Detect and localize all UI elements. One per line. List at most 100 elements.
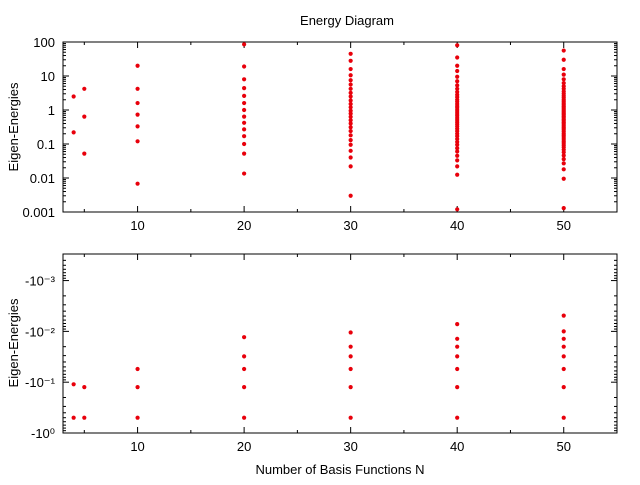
- top-chart-data-point: [242, 86, 247, 91]
- top-chart-data-point: [82, 114, 87, 119]
- top-chart-data-point: [455, 79, 460, 84]
- top-chart-data-point: [348, 148, 353, 153]
- bottom-chart-data-point: [561, 313, 566, 318]
- top-chart-x-tick-label: 10: [130, 218, 144, 233]
- top-chart-data-point: [348, 118, 353, 123]
- top-chart-data-point: [348, 98, 353, 103]
- top-chart-data-point: [455, 68, 460, 74]
- top-chart-data-point: [348, 155, 353, 160]
- bottom-chart-points: [71, 313, 566, 420]
- top-chart-data-point: [561, 48, 566, 53]
- bottom-chart-data-point: [242, 354, 247, 359]
- bottom-chart-data-point: [455, 344, 460, 349]
- top-chart-data-point: [561, 153, 566, 158]
- top-chart-data-point: [135, 124, 140, 129]
- top-chart-data-point: [135, 139, 140, 144]
- top-chart-data-point: [348, 108, 353, 113]
- top-chart-data-point: [561, 66, 566, 72]
- top-chart-y-tick-label: 0.001: [22, 205, 55, 220]
- top-chart-data-point: [135, 86, 140, 91]
- top-chart-data-point: [348, 66, 353, 72]
- bottom-chart-y-tick-label: -10⁰: [31, 426, 55, 441]
- top-chart-y-tick-label: 0.01: [30, 171, 55, 186]
- top-chart-data-point: [242, 100, 247, 106]
- top-chart-data-point: [455, 86, 460, 91]
- bottom-chart-data-point: [242, 415, 247, 420]
- top-chart-data-point: [348, 58, 353, 63]
- bottom-chart-x-tick-label: 10: [130, 439, 144, 454]
- bottom-chart-data-point: [455, 415, 460, 420]
- top-chart-data-point: [348, 164, 353, 169]
- bottom-chart-xlabel: Number of Basis Functions N: [255, 462, 424, 477]
- top-chart-data-point: [561, 80, 566, 86]
- top-chart-data-point: [348, 111, 353, 116]
- top-chart-title: Energy Diagram: [300, 13, 394, 28]
- bottom-chart-x-tick-label: 30: [343, 439, 357, 454]
- top-chart-plot-frame: [62, 41, 618, 213]
- top-chart-data-point: [455, 207, 460, 212]
- top-chart-data-point: [348, 138, 353, 143]
- bottom-chart-data-point: [455, 366, 460, 372]
- bottom-chart-data-point: [455, 354, 460, 359]
- bottom-chart-data-point: [135, 366, 140, 372]
- top-chart-data-point: [455, 55, 460, 60]
- bottom-chart-data-point: [242, 335, 247, 340]
- top-chart-data-point: [561, 161, 566, 166]
- top-chart-data-point: [242, 114, 247, 119]
- bottom-chart-y-tick-label: -10⁻²: [25, 324, 56, 339]
- top-chart-data-point: [348, 128, 353, 134]
- top-chart-data-point: [455, 43, 460, 48]
- top-chart-data-point: [242, 151, 247, 156]
- top-chart-data-point: [455, 153, 460, 158]
- bottom-chart-data-point: [348, 344, 353, 349]
- bottom-chart-data-point: [561, 344, 566, 349]
- top-chart-data-point: [242, 107, 247, 113]
- top-chart-data-point: [455, 146, 460, 151]
- bottom-chart-data-point: [561, 336, 566, 341]
- top-chart-data-point: [348, 73, 353, 78]
- bottom-chart-x-tick-label: 20: [237, 439, 251, 454]
- top-chart-data-point: [348, 142, 353, 147]
- top-chart-data-point: [348, 86, 353, 91]
- top-chart-x-tick-label: 50: [556, 218, 570, 233]
- top-chart-data-point: [348, 78, 353, 83]
- bottom-chart-data-point: [348, 415, 353, 420]
- top-chart-y-tick-label: 0.1: [37, 137, 55, 152]
- top-chart-data-point: [348, 90, 353, 95]
- top-chart-axes: 10 20 30 40 50 0.001 0.01 0.1 1 10 100: [22, 35, 618, 233]
- top-chart-data-point: [561, 77, 566, 82]
- top-chart-data-point: [348, 82, 353, 87]
- top-chart-data-point: [455, 83, 460, 88]
- bottom-chart-data-point: [455, 385, 460, 390]
- bottom-chart-data-point: [561, 385, 566, 390]
- bottom-chart-data-point: [561, 354, 566, 359]
- bottom-chart-data-point: [135, 385, 140, 390]
- top-chart-data-point: [348, 133, 353, 138]
- bottom-chart-data-point: [348, 366, 353, 372]
- bottom-chart-data-point: [82, 415, 87, 420]
- bottom-chart-plot-frame: [62, 253, 618, 434]
- top-chart-points: [71, 42, 566, 212]
- top-chart-y-tick-label: 100: [33, 35, 55, 50]
- bottom-chart-data-point: [71, 415, 76, 420]
- top-chart-data-point: [71, 94, 76, 99]
- top-chart-ylabel: Eigen-Energies: [6, 82, 21, 171]
- top-chart-data-point: [561, 156, 566, 162]
- top-chart-data-point: [135, 100, 140, 106]
- bottom-chart-data-point: [82, 385, 87, 390]
- top-chart-data-point: [242, 42, 247, 47]
- top-chart-data-point: [82, 151, 87, 156]
- top-chart-data-point: [561, 72, 566, 77]
- top-chart-data-point: [348, 125, 353, 130]
- top-chart-x-tick-label: 30: [343, 218, 357, 233]
- top-chart-data-point: [348, 193, 353, 198]
- top-chart-data-point: [348, 51, 353, 56]
- bottom-chart-data-point: [561, 415, 566, 420]
- top-chart-data-point: [455, 63, 460, 68]
- bottom-chart-axes: 10 20 30 40 50 -10⁻³ -10⁻² -10⁻¹ -10⁰: [25, 253, 618, 454]
- bottom-chart-data-point: [455, 322, 460, 327]
- top-chart-data-point: [455, 149, 460, 154]
- top-chart-data-point: [348, 121, 353, 126]
- top-chart-data-point: [242, 134, 247, 139]
